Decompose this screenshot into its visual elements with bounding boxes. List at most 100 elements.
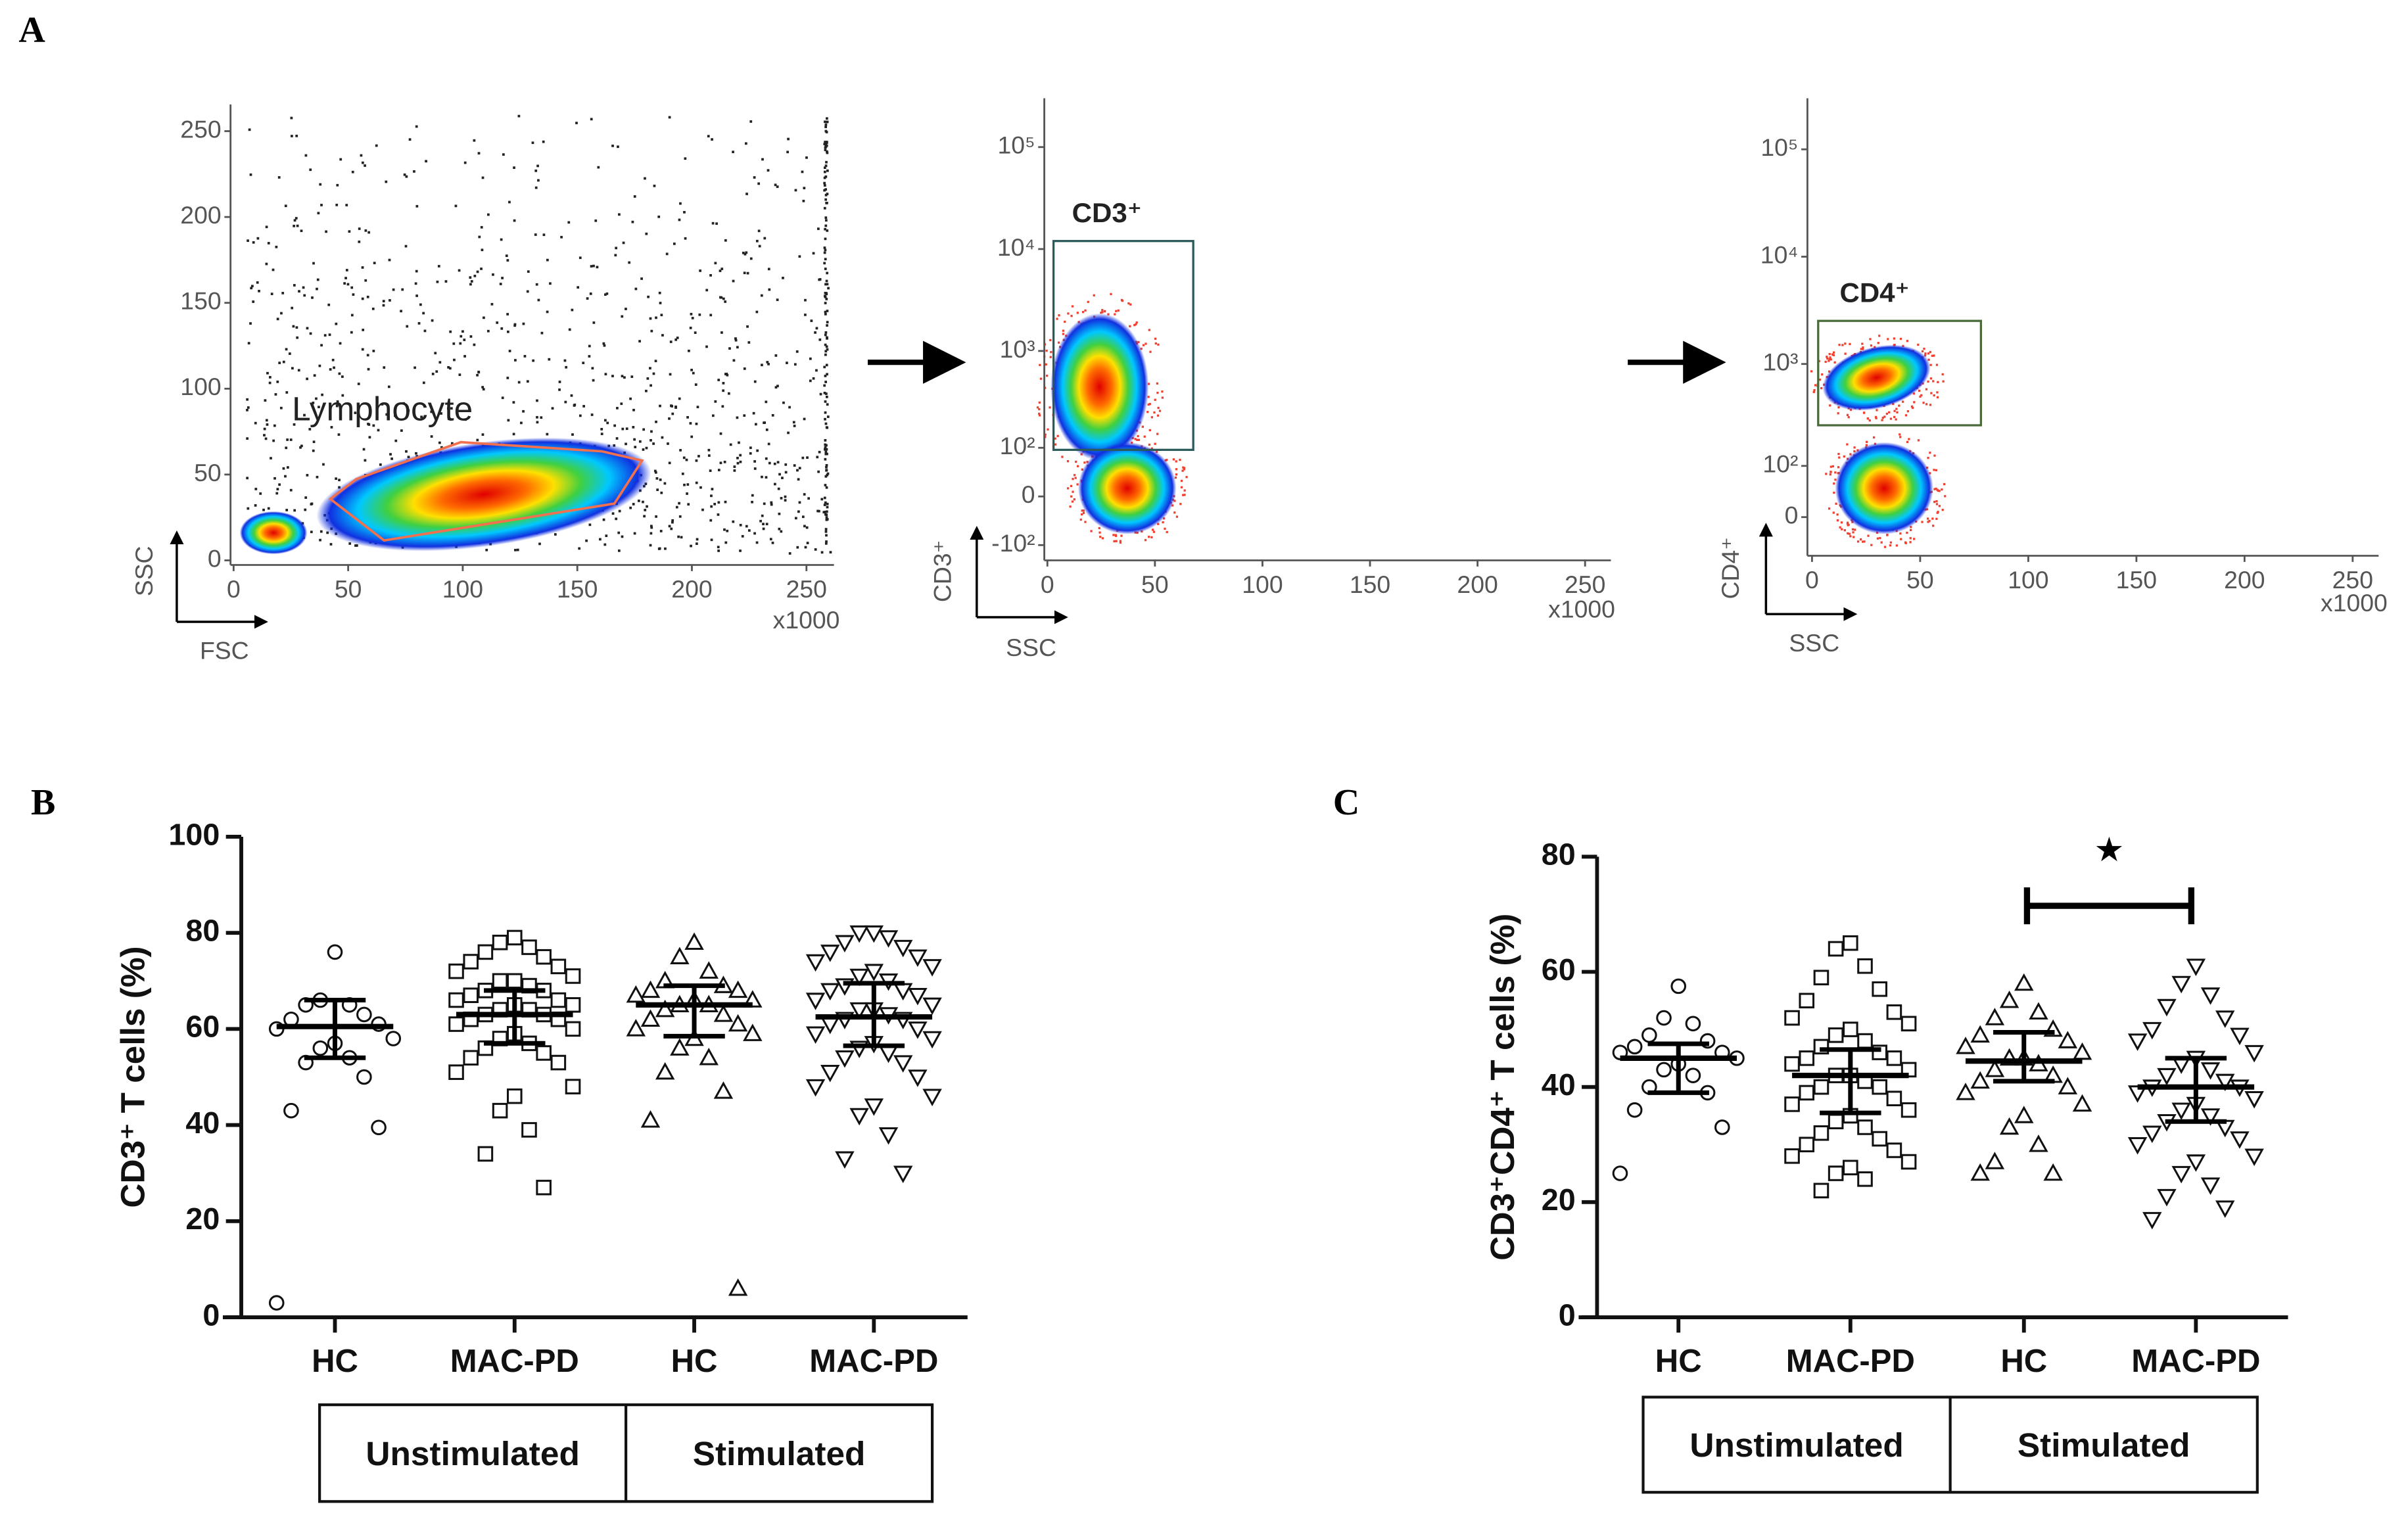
data-point (820, 983, 840, 1001)
event-dot (823, 384, 826, 387)
data-point (492, 934, 508, 950)
event-dot (780, 530, 783, 533)
event-dot (1936, 488, 1939, 491)
event-dot (717, 501, 720, 504)
event-dot (732, 279, 735, 283)
data-point (1813, 1125, 1830, 1141)
event-dot (328, 333, 331, 337)
event-dot (329, 368, 332, 371)
data-point (1813, 1079, 1830, 1095)
event-dot (1862, 411, 1866, 414)
data-point (1970, 1163, 1990, 1181)
event-dot (1054, 443, 1057, 446)
event-dot (568, 328, 571, 331)
data-point (506, 973, 523, 989)
event-dot (306, 474, 309, 477)
event-dot (824, 198, 828, 201)
event-dot (1061, 456, 1064, 458)
event-dot (659, 302, 662, 304)
event-dot (669, 340, 673, 343)
event-dot (306, 377, 308, 381)
event-dot (782, 401, 785, 404)
event-dot (649, 317, 652, 320)
event-dot (745, 251, 748, 254)
data-point (864, 1098, 884, 1116)
event-dot (1841, 528, 1843, 530)
event-dot (784, 463, 788, 466)
event-dot (558, 381, 561, 383)
event-dot (709, 314, 713, 317)
event-dot (776, 385, 779, 388)
event-dot (1904, 542, 1907, 544)
event-dot (630, 375, 634, 378)
event-dot (798, 255, 801, 258)
event-dot (313, 374, 316, 377)
data-point (1900, 1102, 1917, 1118)
event-dot (736, 416, 739, 419)
event-dot (1098, 527, 1100, 530)
event-dot (1147, 383, 1150, 385)
event-dot (1856, 540, 1860, 543)
event-dot (1883, 546, 1887, 548)
event-dot (588, 344, 591, 348)
event-dot (262, 508, 265, 511)
event-dot (613, 424, 616, 427)
event-dot (1093, 294, 1095, 296)
event-dot (338, 479, 341, 482)
event-dot (794, 189, 797, 192)
event-dot (487, 213, 490, 216)
event-dot (674, 338, 678, 341)
event-dot (1154, 398, 1156, 401)
group-label: Stimulated (2018, 1426, 2190, 1464)
event-dot (1826, 356, 1828, 358)
event-dot (1173, 500, 1176, 502)
event-dot (1861, 342, 1864, 345)
event-dot (678, 502, 680, 505)
event-dot (826, 229, 829, 232)
event-dot (638, 340, 641, 342)
event-dot (824, 216, 828, 220)
event-dot (824, 411, 827, 414)
event-dot (1874, 415, 1877, 419)
event-dot (644, 509, 647, 511)
event-dot (625, 308, 627, 310)
event-dot (728, 347, 731, 350)
event-dot (661, 334, 664, 337)
event-dot (434, 352, 437, 355)
event-dot (310, 530, 313, 534)
event-dot (592, 379, 595, 382)
event-dot (1889, 541, 1892, 544)
event-dot (449, 330, 452, 333)
event-dot (1828, 358, 1831, 361)
event-dot (1136, 438, 1139, 441)
data-point (670, 947, 690, 964)
event-dot (246, 477, 249, 480)
event-dot (826, 472, 830, 475)
event-dot (801, 456, 805, 459)
event-dot (295, 134, 298, 137)
event-dot (671, 519, 674, 522)
event-dot (1183, 494, 1186, 496)
event-dot (1881, 419, 1883, 421)
event-dot (705, 289, 709, 292)
event-dot (1880, 541, 1883, 544)
event-dot (824, 501, 827, 504)
event-dot (825, 486, 828, 489)
event-dot (506, 259, 509, 262)
event-dot (622, 241, 625, 245)
event-dot (362, 329, 365, 331)
event-dot (707, 454, 711, 457)
event-dot (554, 533, 557, 536)
event-dot (499, 283, 502, 285)
event-dot (738, 441, 740, 444)
event-dot (826, 321, 829, 323)
event-dot (546, 433, 549, 436)
event-dot (1906, 440, 1909, 444)
data-point (1799, 1050, 1815, 1066)
event-dot (1114, 313, 1116, 316)
event-dot (1084, 521, 1087, 523)
event-dot (633, 438, 636, 441)
event-dot (575, 122, 578, 124)
event-dot (765, 428, 768, 431)
data-point (2215, 1200, 2235, 1218)
